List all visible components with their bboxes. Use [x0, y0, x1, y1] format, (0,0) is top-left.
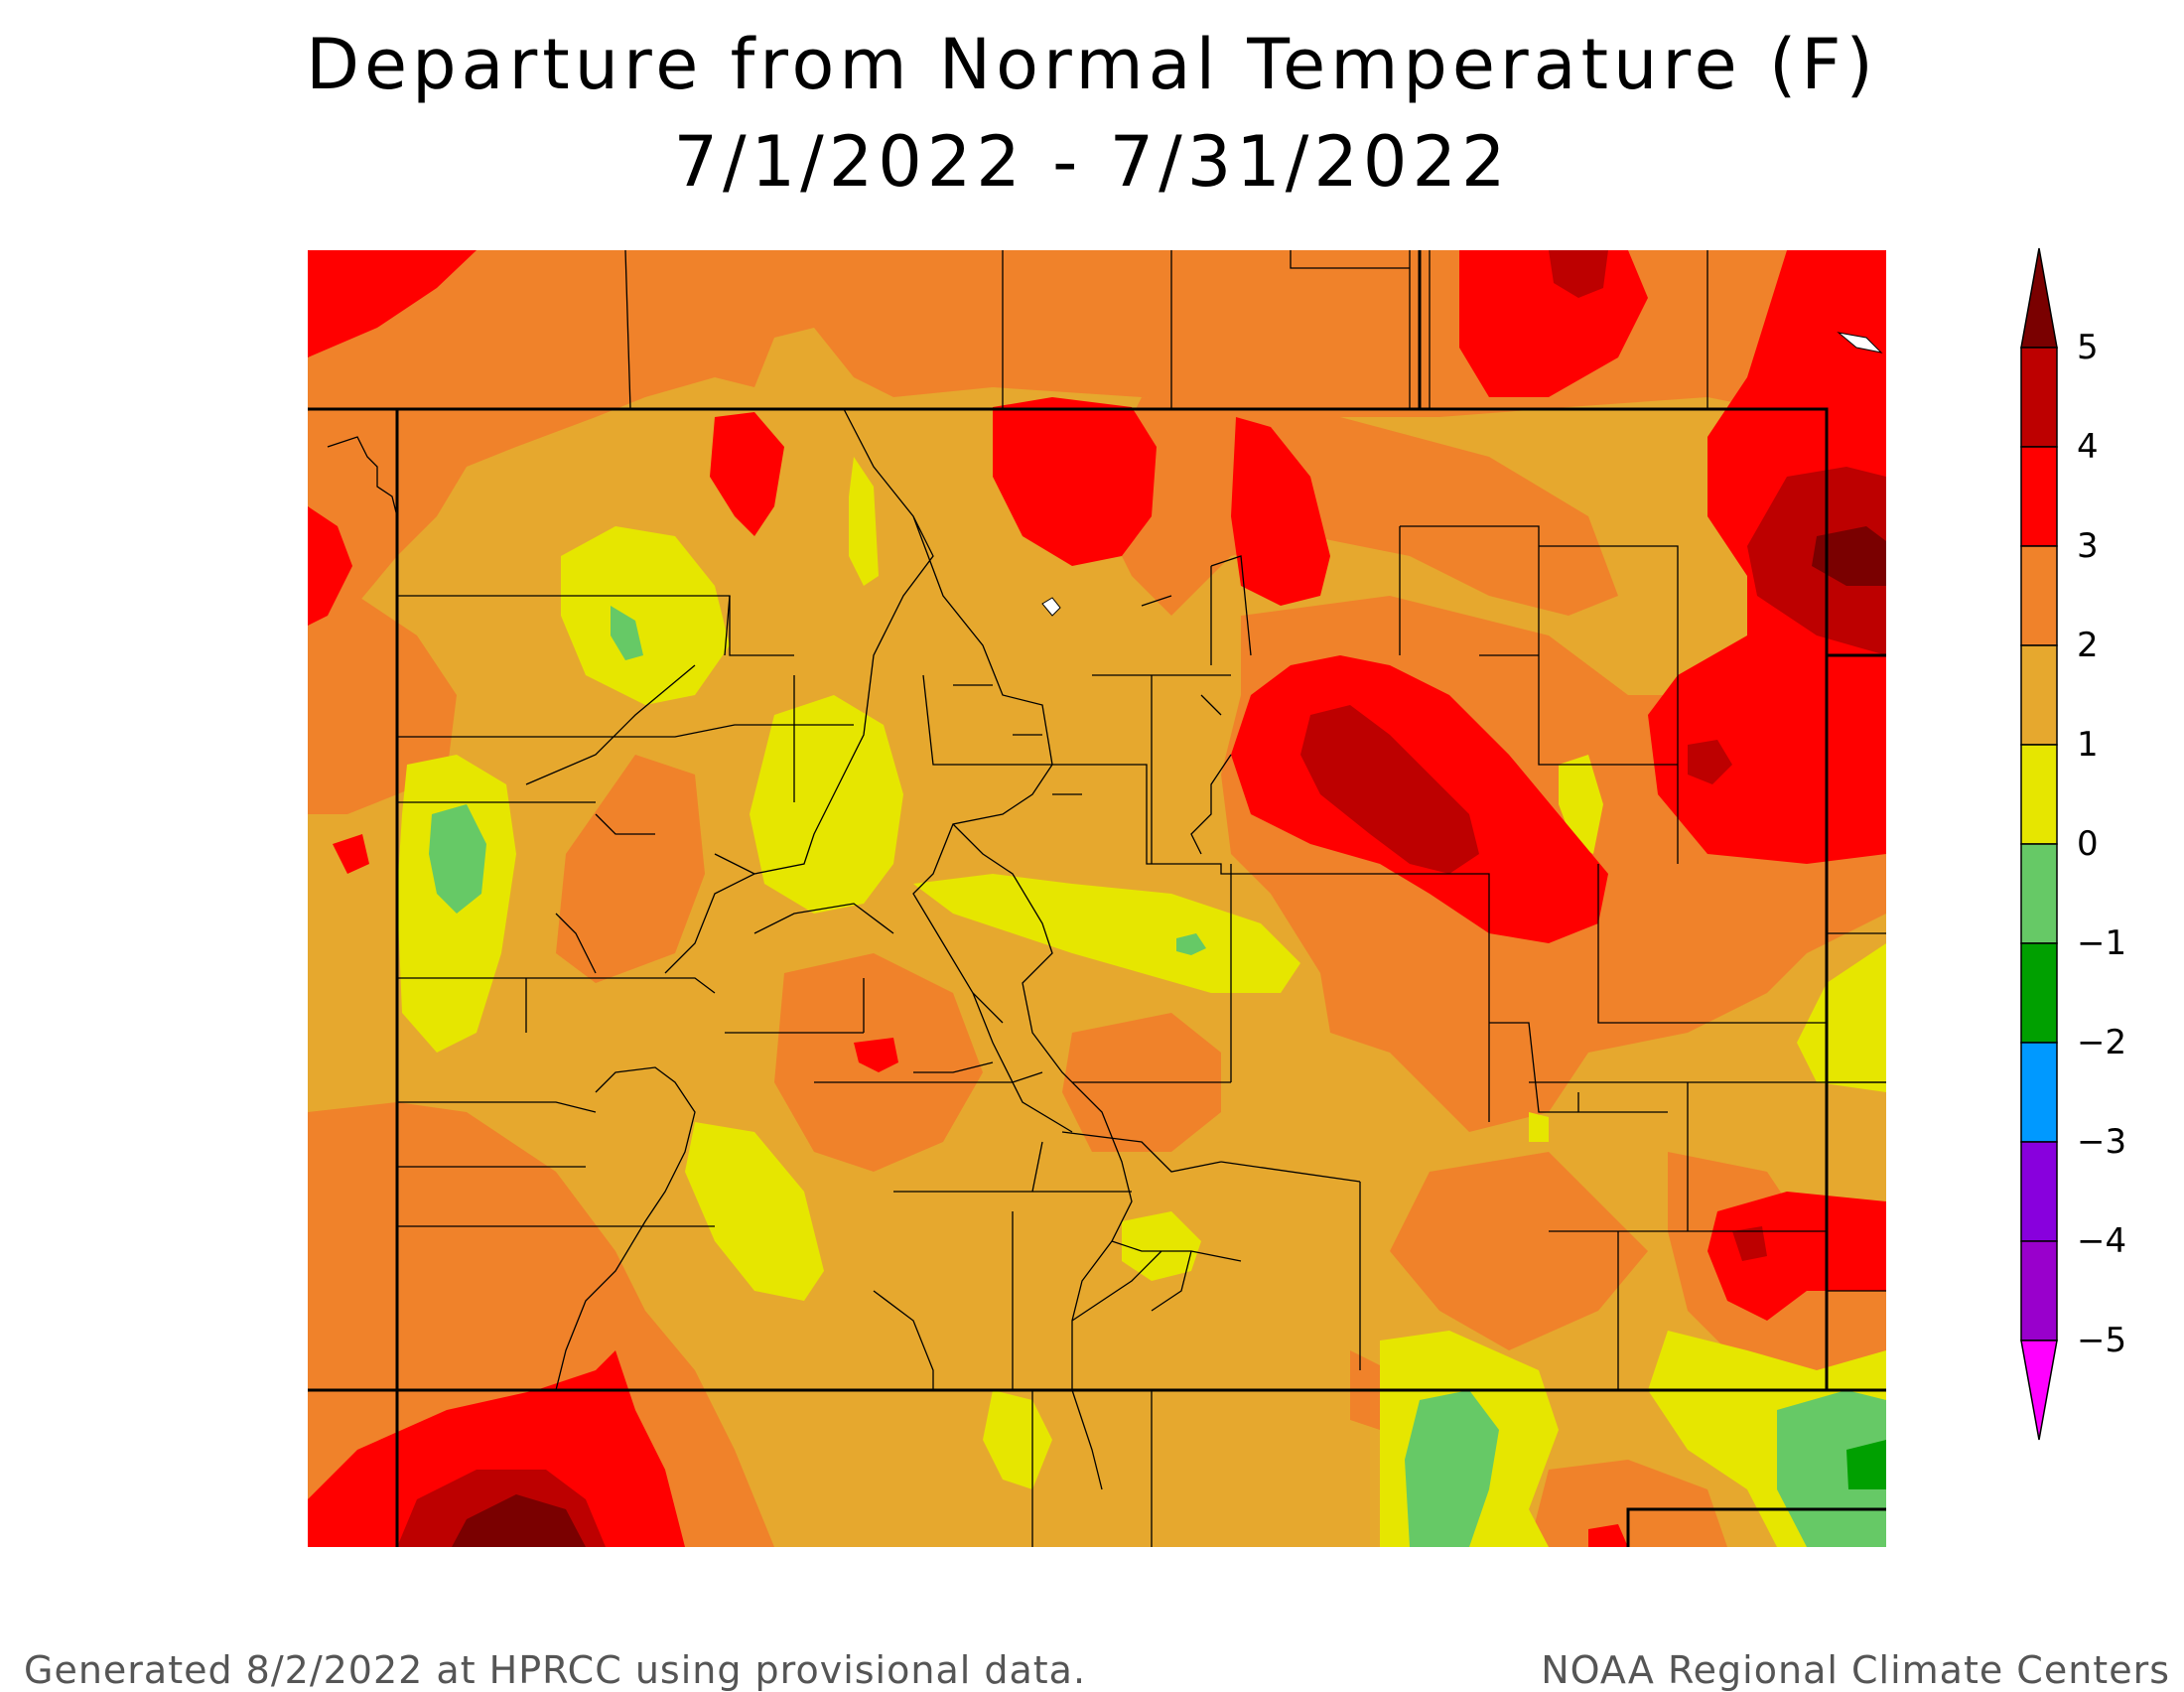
contour-neg2-to-neg1: [1846, 1440, 1886, 1489]
map-date-range: 7/1/2022 - 7/31/2022: [673, 121, 1511, 203]
legend-tick-label: 1: [2077, 725, 2099, 765]
contour-above-5: [452, 526, 1886, 1547]
map-title: Departure from Normal Temperature (F): [306, 24, 1878, 105]
legend-tick-label: 0: [2077, 824, 2099, 864]
legend-tick-label: −5: [2077, 1321, 2127, 1360]
legend-tick-label: 5: [2077, 328, 2099, 367]
generated-note: Generated 8/2/2022 at HPRCC using provis…: [24, 1648, 1087, 1692]
legend-bin-bottom: [2020, 1340, 2058, 1441]
county-boundaries: [327, 250, 1886, 1547]
legend-tick-label: 3: [2077, 526, 2099, 566]
source-credit: NOAA Regional Climate Centers: [1541, 1648, 2170, 1692]
legend-tick-label: −4: [2077, 1221, 2127, 1261]
legend-bin: [2020, 1141, 2058, 1242]
legend-tick-label: 4: [2077, 427, 2099, 467]
legend-tick-label: −3: [2077, 1122, 2127, 1162]
water-bodies: [1041, 332, 1883, 617]
legend-bin-top: [2020, 247, 2058, 349]
legend-bin: [2020, 1240, 2058, 1341]
legend-bin: [2020, 446, 2058, 547]
legend-bin: [2020, 347, 2058, 448]
legend-bin: [2020, 942, 2058, 1044]
legend-bin: [2020, 1042, 2058, 1143]
legend-bin: [2020, 744, 2058, 845]
legend-tick-label: −2: [2077, 1023, 2127, 1062]
legend-tick-label: 2: [2077, 626, 2099, 665]
legend-bin: [2020, 545, 2058, 646]
legend-tick-label: −1: [2077, 923, 2127, 963]
legend-bin: [2020, 644, 2058, 746]
legend-bin: [2020, 843, 2058, 944]
